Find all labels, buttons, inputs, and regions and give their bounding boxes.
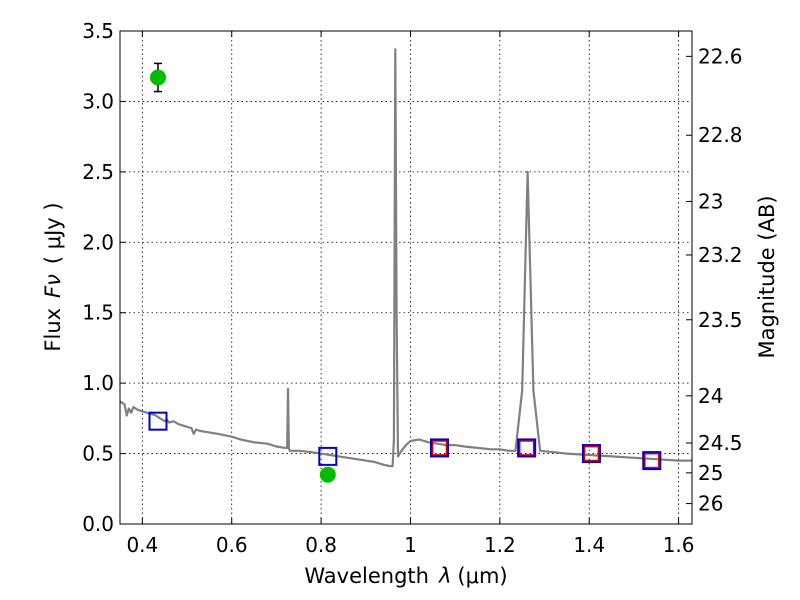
x-tick-label: 0.6: [216, 533, 248, 557]
y2-tick-label: 26: [698, 492, 723, 516]
model-photometry-marker: [642, 451, 662, 471]
y2-tick-label: 22.8: [698, 123, 743, 147]
observed-photometry-marker: [643, 452, 660, 469]
model-photometry-marker: [430, 438, 450, 458]
y-tick-label: 2.5: [82, 160, 114, 184]
y-tick-label: 1.0: [82, 371, 114, 395]
detection-point: [149, 69, 166, 86]
y-axis-label: FluxFν( μJy ): [41, 202, 65, 351]
model-photometry-marker: [517, 438, 537, 458]
grid: [120, 31, 692, 524]
observed-photometry-marker: [518, 440, 535, 456]
y2-tick-label: 23.2: [698, 243, 743, 267]
y-tick-label: 1.5: [82, 301, 114, 325]
y2-axis-label: Magnitude (AB): [755, 195, 779, 358]
y2-tick-label: 23: [698, 189, 723, 213]
y-tick-label: 0.0: [82, 512, 114, 536]
x-tick-label: 1.2: [484, 533, 516, 557]
y-tick-label: 3.0: [82, 89, 114, 113]
plot-frame: [119, 30, 693, 525]
y-tick-label: 3.5: [82, 19, 114, 43]
x-tick-label: 0.8: [305, 533, 337, 557]
model-photometry-marker: [581, 444, 601, 464]
plot-background: [120, 31, 692, 524]
model-photometry-marker: [318, 446, 338, 466]
detection-point: [319, 466, 336, 483]
y2-tick-label: 22.6: [698, 44, 743, 68]
y2-tick-label: 24.5: [698, 431, 743, 455]
x-tick-label: 1: [404, 533, 417, 557]
series-layer: [119, 48, 692, 483]
y2-tick-label: 23.5: [698, 308, 743, 332]
observed-photometry-marker: [431, 440, 448, 456]
y2-tick-label: 25: [698, 461, 723, 485]
ticks: 0.4 0.6 0.8 1 1.2 1.4 1.6 0.0 0.5 1.0 1.5 2.0 2.5 3.0…: [82, 19, 742, 557]
model-photometry-marker: [148, 411, 168, 431]
x-tick-label: 0.4: [126, 533, 158, 557]
y-tick-label: 2.0: [82, 230, 114, 254]
y2-tick-label: 24: [698, 384, 723, 408]
y-tick-label: 0.5: [82, 442, 114, 466]
x-tick-label: 1.4: [573, 533, 605, 557]
observed-photometry-marker: [583, 445, 600, 462]
x-axis-label: Wavelength λ (μm): [304, 564, 507, 588]
x-tick-label: 1.6: [663, 533, 695, 557]
